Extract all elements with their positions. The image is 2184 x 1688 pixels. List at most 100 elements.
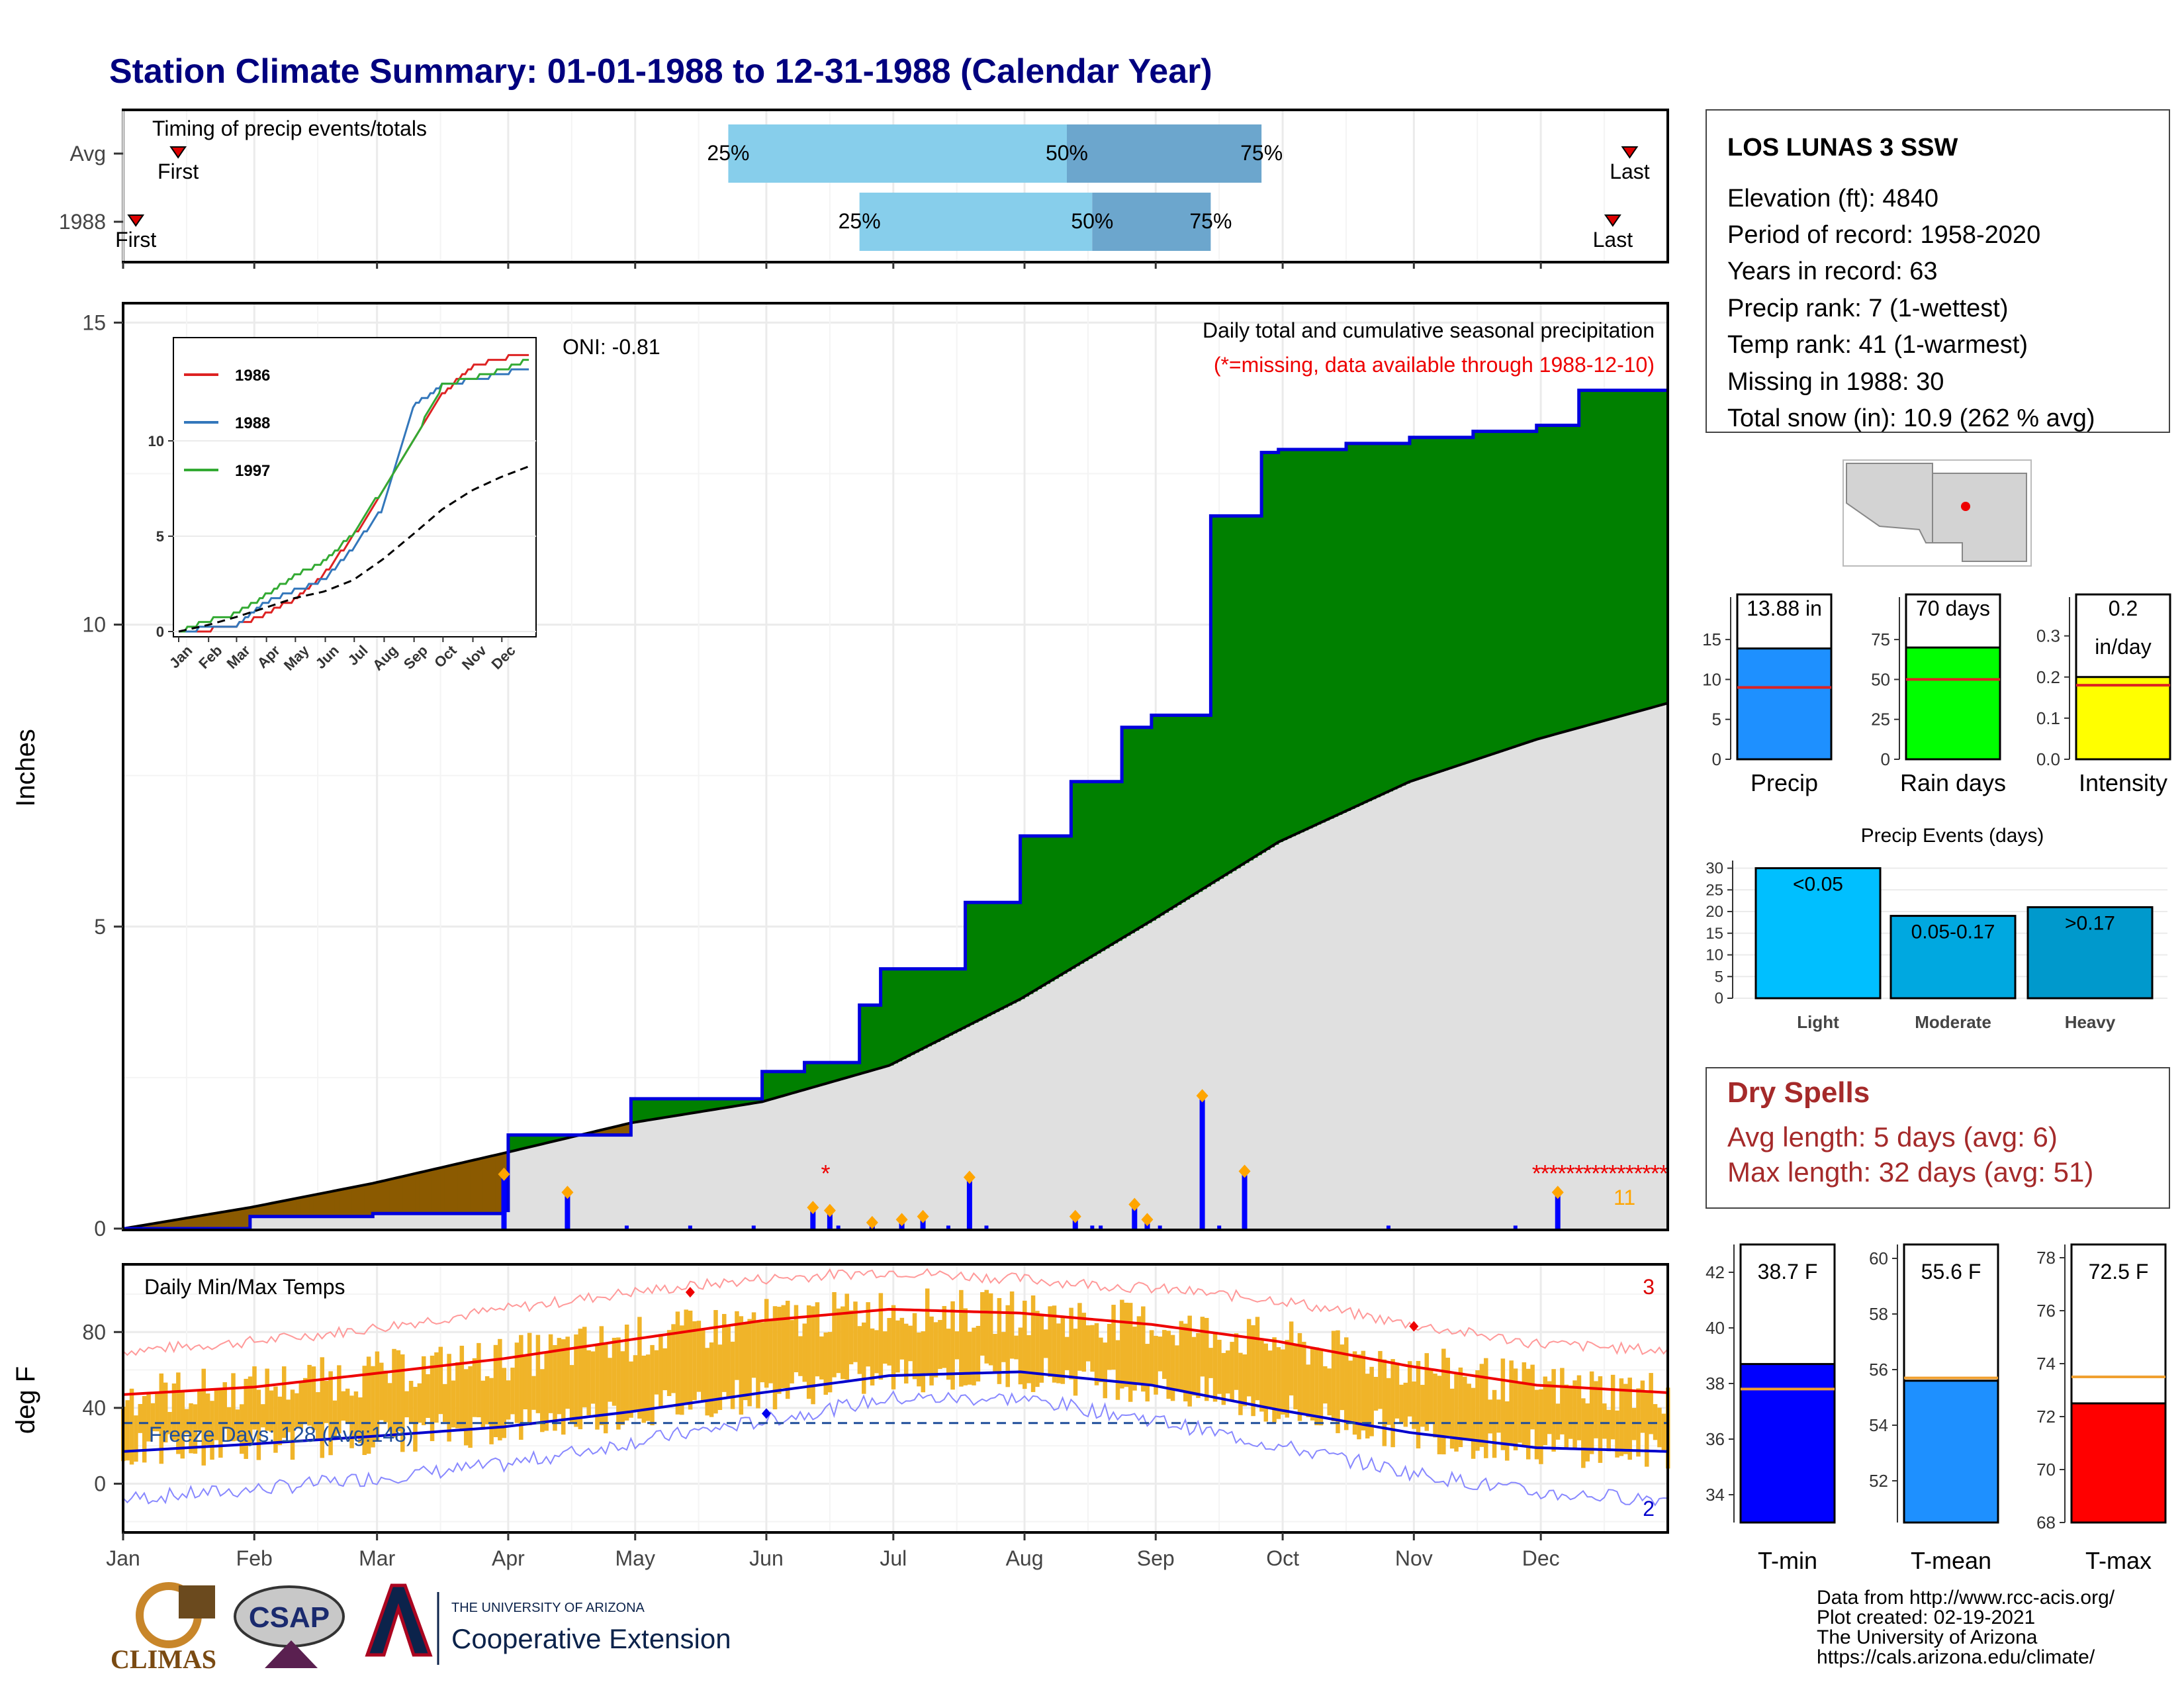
daily-temp-bar [1378, 1350, 1383, 1409]
below-average-fill [406, 1175, 412, 1214]
below-average-fill [246, 1208, 251, 1229]
daily-temp-bar [544, 1351, 549, 1431]
daily-precip-bar-small [946, 1225, 950, 1229]
daily-temp-bar [265, 1368, 269, 1431]
daily-temp-bar [1124, 1302, 1129, 1387]
inset-legend-label-1997: 1997 [235, 462, 270, 480]
above-average-fill [1477, 431, 1482, 759]
timing-bars: 25% 50% 75% First Last 25% 50% 75% First Last [115, 124, 1650, 252]
daily-temp-bar [328, 1371, 333, 1456]
daily-temp-bar [1640, 1380, 1645, 1433]
inset-ytick-label: 10 [148, 433, 164, 449]
above-average-fill [1388, 443, 1393, 792]
daily-temp-bar [493, 1344, 498, 1438]
below-average-fill [165, 1221, 170, 1229]
precip-ytick-label: 5 [94, 915, 106, 939]
events-ytick-label: 10 [1706, 947, 1723, 964]
daily-temp-bar [756, 1322, 760, 1409]
daily-temp-bar [1026, 1335, 1031, 1383]
daily-temp-bar [269, 1390, 274, 1432]
daily-precip-diamond [1196, 1089, 1208, 1103]
daily-precip-bar-small [1099, 1225, 1103, 1229]
avg-max-temp-line [122, 1307, 1668, 1396]
csap-logo: CSAP [234, 1585, 345, 1668]
above-average-fill [919, 968, 924, 1051]
daily-precip-bar-small [1386, 1225, 1390, 1229]
daily-precip-bar-small [1513, 1225, 1518, 1229]
daily-temp-bar [963, 1308, 968, 1385]
above-average-fill [1202, 715, 1207, 890]
daily-temp-bar [912, 1313, 917, 1380]
daily-temp-bar [302, 1378, 308, 1425]
daily-temp-bar [688, 1310, 693, 1410]
daily-temp-bar [523, 1356, 527, 1410]
below-average-fill [461, 1162, 467, 1214]
ua-a-mark [365, 1583, 433, 1657]
summary-tick-label: 15 [1702, 630, 1721, 649]
daily-temp-bar [599, 1326, 604, 1425]
daily-temp-bar [798, 1336, 803, 1376]
above-average-fill [1409, 437, 1414, 782]
daily-precip-bar-small [751, 1225, 756, 1229]
below-average-fill [373, 1183, 378, 1214]
events-ytick-label: 0 [1715, 990, 1723, 1008]
above-average-fill [1359, 443, 1364, 806]
station-line-snow: Total snow (in): 10.9 (262 % avg) [1727, 404, 2095, 432]
below-average-fill [402, 1176, 408, 1214]
below-average-fill [415, 1173, 420, 1214]
above-average-fill [1109, 781, 1114, 946]
above-average-fill [1375, 443, 1381, 798]
daily-temp-bar [637, 1317, 642, 1419]
daily-precip-diamond [866, 1215, 878, 1229]
daily-temp-bar [659, 1334, 663, 1407]
station-location-dot [1961, 502, 1970, 511]
dry-spells-avg: Avg length: 5 days (avg: 6) [1727, 1121, 2058, 1152]
daily-temp-bar [1056, 1323, 1061, 1383]
precip-panel-border [122, 302, 1669, 1231]
above-average-fill [829, 1062, 835, 1083]
daily-temp-bar [392, 1348, 396, 1438]
missing-marker: * [1625, 1160, 1634, 1187]
daily-temp-bar [150, 1403, 156, 1432]
missing-marker: * [1582, 1160, 1592, 1187]
daily-temp-bar [972, 1327, 976, 1385]
daily-temp-bar [692, 1321, 697, 1401]
daily-temp-bar [1509, 1360, 1514, 1446]
above-average-fill [525, 1135, 530, 1149]
above-average-fill [673, 1098, 678, 1117]
daily-temp-bar [1069, 1307, 1073, 1380]
credit-line-url: https://cals.arizona.edu/climate/ [1817, 1646, 2095, 1668]
above-average-fill [1498, 431, 1504, 753]
daily-temp-bar [273, 1386, 278, 1453]
above-average-fill [1003, 902, 1009, 1008]
daily-precip-bar [966, 1177, 972, 1229]
above-average-fill [1536, 425, 1541, 739]
above-average-fill [1418, 437, 1423, 779]
daily-precip-diamond [807, 1201, 819, 1215]
daily-temp-bar [1340, 1344, 1345, 1411]
timing-row-year: 1988 [59, 210, 106, 234]
daily-temp-bar [959, 1289, 964, 1387]
below-average-fill [212, 1213, 217, 1229]
below-average-fill [195, 1216, 200, 1229]
daily-temp-bar [1208, 1348, 1213, 1378]
daily-precip-bar-small [1217, 1225, 1222, 1229]
temp-panel-border [122, 1263, 1669, 1534]
daily-temp-bar [1327, 1368, 1332, 1416]
above-average-fill [521, 1135, 526, 1149]
precip-panel: * **************** Daily total and cumula… [11, 302, 1669, 1241]
daily-temp-bar [316, 1392, 320, 1440]
inset-ytick-label: 0 [156, 624, 164, 640]
precip-ytick-label: 10 [82, 613, 106, 637]
above-average-fill [745, 1098, 750, 1105]
above-average-fill [901, 968, 907, 1059]
below-average-fill [275, 1202, 281, 1217]
min-record-count: 2 [1643, 1497, 1655, 1521]
above-average-fill [923, 968, 928, 1049]
daily-temp-bar [477, 1342, 481, 1418]
events-ytick-label: 20 [1706, 903, 1723, 921]
below-average-fill [279, 1201, 285, 1217]
above-average-fill [1642, 390, 1647, 710]
daily-temp-bar [1001, 1332, 1006, 1362]
